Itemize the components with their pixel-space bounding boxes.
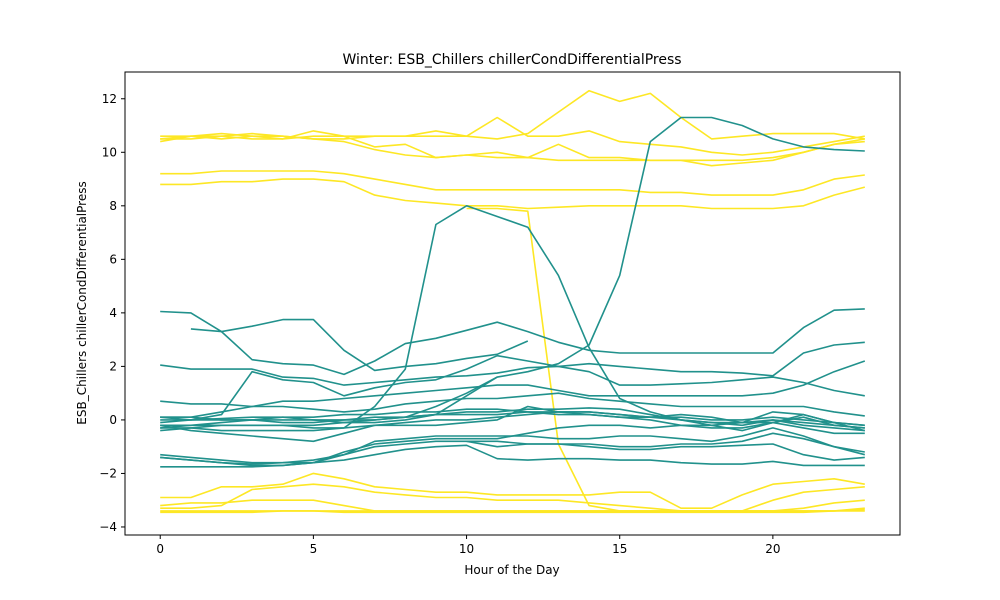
y-tick-label: 2 bbox=[109, 359, 117, 373]
y-axis-label: ESB_Chillers chillerCondDifferentialPres… bbox=[75, 181, 89, 424]
series-line-5 bbox=[160, 170, 865, 196]
y-tick-label: 0 bbox=[109, 413, 117, 427]
y-tick-label: −2 bbox=[99, 466, 117, 480]
x-tick-label: 0 bbox=[156, 542, 164, 556]
x-axis-ticks: 0 5 10 15 20 bbox=[156, 535, 781, 556]
series-line-14 bbox=[160, 205, 865, 432]
series-line-16 bbox=[190, 318, 529, 372]
series-line-4 bbox=[160, 130, 865, 167]
series-line-22 bbox=[160, 407, 865, 432]
series-line-6 bbox=[160, 178, 866, 210]
y-axis-ticks: −4 −2 0 2 4 6 8 10 12 bbox=[99, 92, 125, 534]
series-line-15 bbox=[160, 308, 865, 376]
series-line-30 bbox=[160, 411, 865, 427]
y-tick-label: 12 bbox=[102, 92, 117, 106]
series-line-7 bbox=[160, 472, 865, 510]
x-tick-label: 5 bbox=[310, 542, 318, 556]
series-line-31 bbox=[466, 440, 865, 461]
y-tick-label: 8 bbox=[109, 199, 117, 213]
chart-title: Winter: ESB_Chillers chillerCondDifferen… bbox=[342, 52, 681, 68]
x-tick-label: 10 bbox=[459, 542, 474, 556]
x-tick-label: 15 bbox=[612, 542, 627, 556]
y-tick-label: 10 bbox=[102, 145, 117, 159]
series-line-17 bbox=[160, 341, 865, 386]
x-axis-label: Hour of the Day bbox=[464, 563, 559, 577]
series-line-29 bbox=[160, 444, 865, 468]
series-line-12 bbox=[466, 207, 865, 512]
series-line-18 bbox=[160, 392, 865, 417]
series-line-19 bbox=[160, 360, 866, 419]
series-line-13 bbox=[160, 116, 865, 421]
series-layer bbox=[160, 89, 866, 514]
series-line-28 bbox=[160, 432, 866, 465]
series-line-11 bbox=[160, 508, 865, 514]
y-tick-label: 6 bbox=[109, 252, 117, 266]
y-tick-label: 4 bbox=[109, 306, 117, 320]
y-tick-label: −4 bbox=[99, 520, 117, 534]
x-tick-label: 20 bbox=[765, 542, 780, 556]
series-line-25 bbox=[160, 376, 498, 427]
series-line-3 bbox=[160, 89, 865, 140]
series-line-20 bbox=[160, 354, 865, 424]
plot-frame bbox=[124, 71, 901, 536]
